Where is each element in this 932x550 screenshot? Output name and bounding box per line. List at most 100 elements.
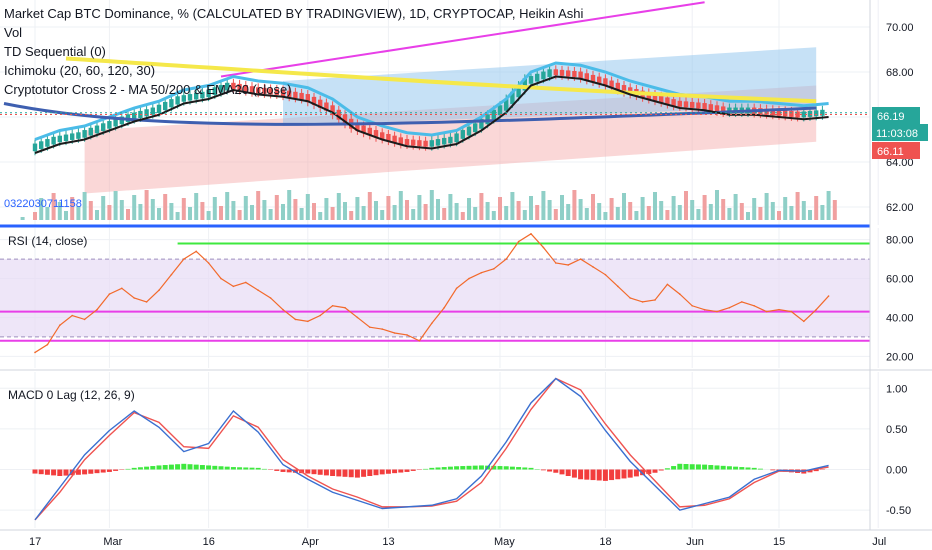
candle-body	[807, 110, 813, 117]
rsi-point	[331, 304, 334, 307]
rsi-point	[170, 273, 173, 276]
volume-bar	[88, 201, 93, 220]
y-tick-label: 20.00	[886, 351, 914, 363]
candle-body	[442, 137, 447, 145]
rsi-point	[319, 314, 322, 317]
volume-bar	[572, 190, 577, 220]
rsi-point	[393, 332, 396, 334]
histogram-bar	[509, 466, 515, 470]
rsi-point	[654, 299, 656, 301]
candle-body	[88, 127, 93, 136]
volume-bar	[57, 202, 62, 220]
indicator-ichimoku[interactable]: Ichimoku (20, 60, 120, 30)	[4, 63, 155, 78]
volume-bar	[615, 207, 620, 220]
candle-body	[163, 101, 168, 111]
histogram-bar	[584, 469, 590, 480]
macd-title[interactable]: MACD 0 Lag (12, 26, 9)	[8, 388, 135, 402]
rsi-point	[617, 285, 619, 288]
indicator-cryptotutor[interactable]: Cryptotutor Cross 2 - MA 50/200 & EMA20 …	[4, 82, 292, 97]
volume-bar	[318, 212, 323, 220]
volume-bar	[274, 195, 279, 220]
histogram-bar	[342, 469, 348, 477]
indicator-vol[interactable]: Vol	[4, 25, 22, 40]
macd-pane[interactable]	[0, 372, 879, 528]
volume-bar	[566, 204, 571, 220]
histogram-bar	[131, 467, 137, 470]
candle-body	[194, 92, 199, 100]
candle-body	[311, 96, 317, 106]
candle-body	[559, 69, 565, 76]
candle-body	[82, 130, 87, 138]
y-tick-label: 70.00	[886, 22, 914, 34]
volume-bar	[39, 198, 44, 220]
candle-body	[76, 132, 81, 139]
histogram-bar	[305, 469, 311, 474]
rsi-point	[555, 262, 557, 264]
histogram-bar	[212, 465, 218, 470]
candle-body	[789, 110, 794, 117]
volume-bar	[305, 194, 310, 220]
rsi-point	[827, 295, 830, 297]
rsi-point	[443, 306, 446, 309]
histogram-bar	[615, 469, 621, 480]
volume-bar	[770, 202, 775, 220]
histogram-bar	[726, 466, 732, 470]
volume-bar	[479, 193, 484, 220]
histogram-bar	[404, 469, 410, 472]
volume-bar	[535, 205, 540, 220]
candle-body	[454, 133, 459, 143]
histogram-bar	[311, 469, 317, 475]
histogram-bar	[497, 466, 503, 470]
indicator-td-sequential[interactable]: TD Sequential (0)	[4, 44, 106, 59]
histogram-bar	[150, 466, 156, 470]
rsi-point	[431, 322, 433, 325]
volume-bar	[646, 206, 651, 220]
x-tick-label: Jun	[686, 536, 704, 548]
volume-bar	[640, 197, 645, 220]
histogram-bar	[602, 469, 608, 481]
candle-body	[659, 95, 664, 103]
candle-body	[435, 139, 441, 146]
histogram-bar	[156, 465, 162, 470]
candle-body	[45, 139, 50, 147]
price-pane[interactable]	[0, 0, 879, 225]
histogram-bar	[807, 469, 813, 473]
candle-body	[690, 101, 695, 108]
rsi-point	[480, 271, 483, 274]
candle-body	[206, 89, 211, 98]
rsi-point	[369, 326, 371, 328]
volume-bar	[603, 212, 608, 220]
volume-bar	[634, 211, 639, 220]
rsi-pane[interactable]	[0, 228, 879, 368]
volume-bar	[429, 190, 434, 220]
rsi-point	[145, 301, 148, 303]
volume-bar	[119, 200, 124, 220]
volume-bar	[144, 190, 149, 220]
volume-bar	[411, 209, 416, 220]
candle-body	[714, 105, 720, 112]
volume-bar	[814, 196, 819, 220]
candle-body	[132, 112, 137, 120]
candle-body	[795, 111, 800, 118]
candle-body	[330, 105, 335, 116]
histogram-bar	[280, 469, 286, 472]
volume-bar	[553, 209, 558, 220]
candle-body	[336, 109, 341, 120]
candle-body	[615, 82, 620, 91]
rsi-point	[517, 240, 520, 243]
rsi-point	[96, 308, 98, 311]
countdown-badge	[872, 124, 928, 141]
volume-bar	[826, 191, 831, 220]
volume-bar	[715, 190, 719, 220]
histogram-bar	[392, 469, 398, 474]
candle-body	[646, 92, 651, 100]
histogram-bar	[559, 469, 565, 475]
rsi-title[interactable]: RSI (14, close)	[8, 234, 87, 248]
rsi-point	[679, 293, 681, 295]
candle-body	[460, 130, 465, 139]
candle-body	[578, 71, 583, 79]
volume-bar	[510, 192, 515, 220]
x-tick-label: Jul	[872, 536, 886, 548]
candle-body	[70, 133, 75, 140]
